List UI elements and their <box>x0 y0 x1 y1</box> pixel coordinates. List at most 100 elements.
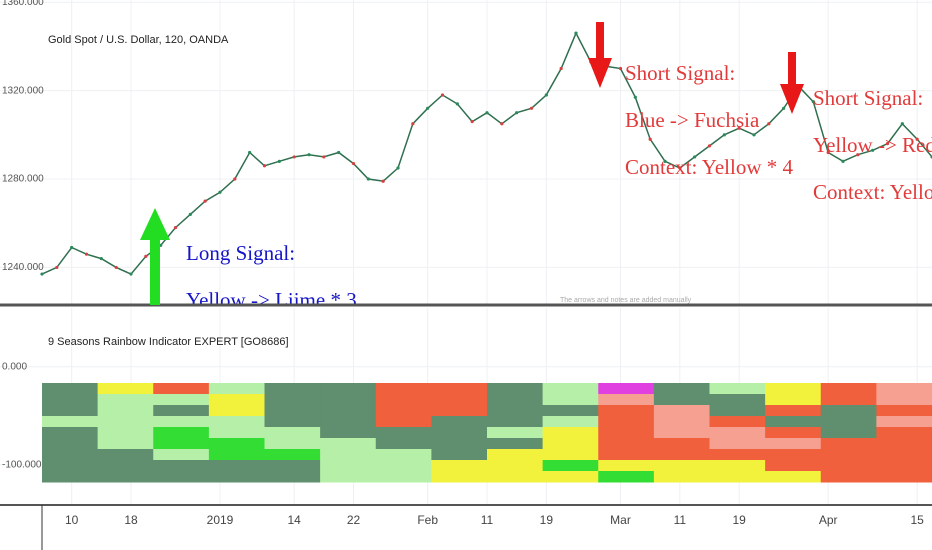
heatmap-cell <box>42 427 99 439</box>
heatmap-cell <box>208 405 265 417</box>
heatmap-cell <box>653 471 710 483</box>
heatmap-cell <box>709 460 766 472</box>
price-point <box>767 122 771 126</box>
price-panel: 1240.000 1280.000 1320.000 1360.000 Gold Spo… <box>0 0 932 304</box>
heatmap-cell <box>97 449 154 461</box>
heatmap-cell <box>208 383 265 395</box>
price-point <box>826 150 830 155</box>
price-point <box>173 226 178 230</box>
x-tick-label: 18 <box>124 513 138 527</box>
heatmap-cell <box>320 416 377 428</box>
heatmap-cell <box>431 427 488 439</box>
heatmap-cell <box>709 416 766 428</box>
heatmap-cell <box>542 438 599 450</box>
x-tick-label: 11 <box>481 513 494 527</box>
heatmap-cell <box>42 383 99 395</box>
heatmap-cell <box>820 449 877 461</box>
heatmap-cell <box>264 460 321 472</box>
heatmap-cell <box>709 449 766 461</box>
heatmap-cell <box>820 471 877 483</box>
heatmap-cell <box>97 438 154 450</box>
heatmap-cell <box>208 460 265 472</box>
price-point <box>574 31 578 35</box>
annotation: Context: Yellow, Li <box>813 180 932 204</box>
price-point <box>218 190 222 194</box>
x-tick-label: 10 <box>65 513 79 527</box>
heatmap-cell <box>320 460 377 472</box>
price-point <box>515 111 519 115</box>
heatmap-cell <box>208 471 265 483</box>
price-point <box>722 133 726 137</box>
price-point <box>811 100 815 104</box>
heatmap-cell <box>598 416 655 428</box>
heatmap-cell <box>653 383 710 395</box>
heatmap-cell <box>264 405 321 417</box>
heatmap-cell <box>765 394 822 406</box>
heatmap-cell <box>709 438 766 450</box>
heatmap-cell <box>153 383 210 395</box>
heatmap-cell <box>42 449 99 461</box>
price-point <box>411 122 415 126</box>
heatmap-cell <box>208 438 265 450</box>
heatmap-cell <box>876 405 932 417</box>
y-tick-label: 0.000 <box>2 361 27 372</box>
heatmap-cell <box>487 427 544 439</box>
x-tick-label: 15 <box>910 513 924 527</box>
price-point <box>885 142 890 146</box>
heatmap-cell <box>598 394 655 406</box>
heatmap-cell <box>208 416 265 428</box>
price-point <box>55 265 59 270</box>
x-tick-label: 19 <box>540 513 554 527</box>
chart-title: Gold Spot / U.S. Dollar, 120, OANDA <box>48 34 229 46</box>
price-point <box>693 155 697 159</box>
price-point <box>455 102 459 106</box>
heatmap-cell <box>97 405 154 417</box>
price-point <box>782 106 786 110</box>
heatmap-cell <box>487 405 544 417</box>
heatmap-cell <box>876 394 932 406</box>
heatmap-cell <box>375 449 432 461</box>
price-point <box>248 150 252 155</box>
heatmap-cell <box>542 405 599 417</box>
indicator-panel: 0.000 -100.000 9 Seasons Rainbow Indicator… <box>0 308 932 505</box>
heatmap-cell <box>320 438 377 450</box>
price-point <box>84 252 89 256</box>
heatmap-cell <box>97 427 154 439</box>
heatmap-cell <box>375 394 432 406</box>
heatmap-cell <box>876 416 932 428</box>
x-tick-label: 2019 <box>207 513 234 527</box>
heatmap-cell <box>653 394 710 406</box>
heatmap-cell <box>709 471 766 483</box>
heatmap-cell <box>820 427 877 439</box>
heatmap-cell <box>487 383 544 395</box>
heatmap-cell <box>653 416 710 428</box>
short-arrow <box>588 22 612 88</box>
price-point <box>707 144 712 148</box>
heatmap-cell <box>820 383 877 395</box>
price-point <box>544 93 548 97</box>
y-tick-label: -100.000 <box>2 459 42 470</box>
price-point <box>396 166 400 170</box>
heatmap-cell <box>42 405 99 417</box>
heatmap-cell <box>709 405 766 417</box>
annotation: Blue -> Fuchsia <box>625 108 760 132</box>
heatmap-cell <box>153 438 210 450</box>
price-point <box>752 133 756 137</box>
heatmap-cell <box>264 383 321 395</box>
annotation: Short Signal: <box>625 61 735 85</box>
heatmap-cell <box>653 427 710 439</box>
heatmap-cell <box>542 383 599 395</box>
heatmap-cell <box>876 383 932 395</box>
heatmap-cell <box>765 416 822 428</box>
heatmap-cell <box>320 449 377 461</box>
heatmap-cell <box>487 394 544 406</box>
x-tick-label: Feb <box>417 513 438 527</box>
note: The arrows and notes are added manually <box>560 297 692 304</box>
heatmap-cell <box>653 438 710 450</box>
x-tick-label: Mar <box>610 513 631 527</box>
long-arrow <box>140 208 170 305</box>
heatmap-cell <box>320 383 377 395</box>
heatmap-cell <box>153 471 210 483</box>
heatmap-cell <box>487 471 544 483</box>
heatmap-cell <box>97 416 154 428</box>
